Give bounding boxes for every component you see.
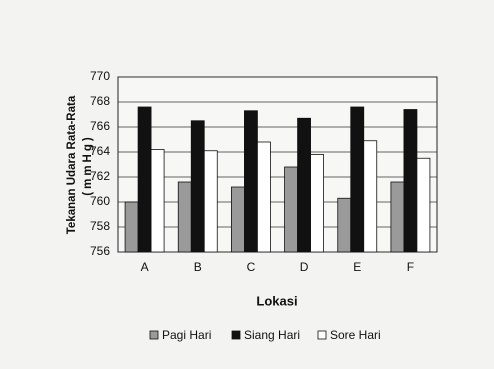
y-tick-label: 756: [90, 244, 110, 258]
legend-label: Pagi Hari: [162, 328, 211, 342]
bar: [310, 154, 324, 253]
bar: [416, 157, 431, 253]
bar: [124, 201, 139, 253]
bar: [203, 150, 218, 253]
bar: [177, 181, 192, 253]
y-tick-label: 768: [90, 94, 110, 108]
legend-label: Sore Hari: [330, 328, 381, 342]
bar: [363, 140, 378, 253]
y-tick-label: 770: [90, 69, 110, 83]
bar: [190, 120, 205, 253]
bar: [284, 166, 298, 253]
x-tick-label: D: [300, 260, 309, 274]
y-axis-unit: (mmHg): [82, 134, 94, 195]
bar: [337, 197, 352, 253]
x-tick-label: F: [407, 260, 414, 274]
bar: [350, 106, 365, 253]
bar: [390, 181, 405, 253]
y-tick-label: 760: [90, 194, 110, 208]
legend-swatch: [231, 330, 241, 340]
y-tick-label: 764: [90, 144, 110, 158]
x-axis-label: Lokasi: [256, 293, 297, 308]
y-tick-label: 766: [90, 119, 110, 133]
x-tick-label: E: [353, 260, 361, 274]
y-tick-label: 758: [90, 219, 110, 233]
plot-area: [117, 76, 438, 253]
y-tick-label: 762: [90, 169, 110, 183]
y-axis-label: Tekanan Udara Rata-Rata: [66, 95, 78, 234]
legend-label: Siang Hari: [244, 328, 300, 342]
x-tick-label: A: [141, 260, 149, 274]
x-tick-label: B: [194, 260, 202, 274]
bar: [150, 149, 165, 253]
legend-swatch: [149, 330, 159, 340]
x-tick-label: C: [247, 260, 256, 274]
bar: [257, 141, 271, 253]
bar: [403, 109, 418, 253]
bar: [244, 110, 258, 253]
legend-swatch: [317, 330, 327, 340]
bar: [231, 186, 245, 253]
bar: [297, 117, 311, 253]
bar: [137, 106, 152, 253]
